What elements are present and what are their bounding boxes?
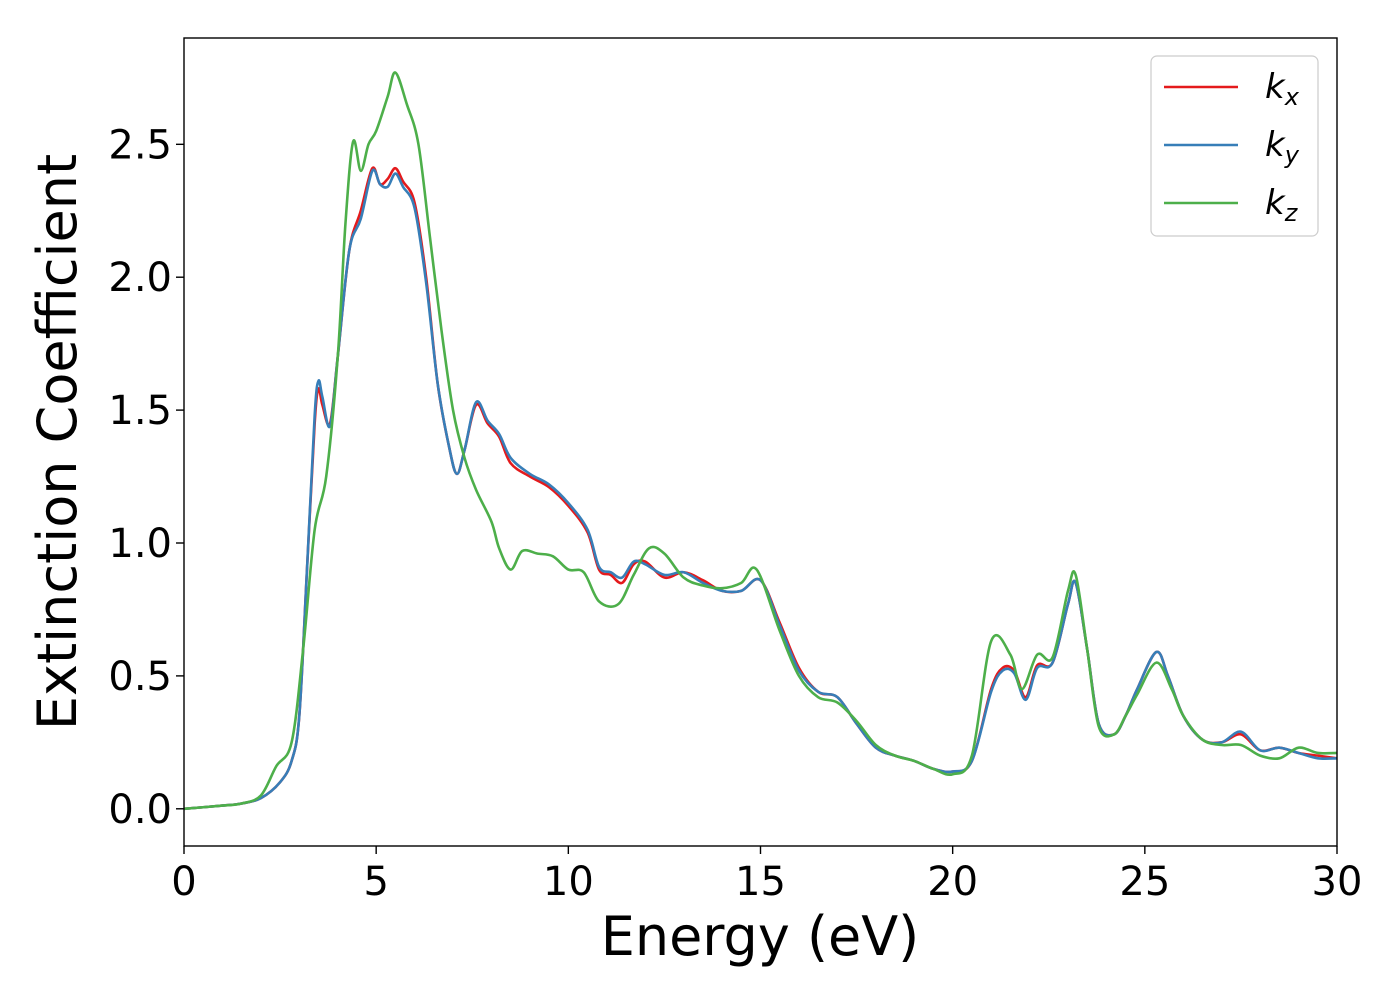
legend-label-z: kz bbox=[1265, 183, 1299, 227]
y-tick-label: 1.0 bbox=[108, 521, 172, 567]
series-line-z bbox=[184, 71, 1337, 811]
x-tick-label: 20 bbox=[927, 859, 978, 905]
y-axis: 0.0 0.5 1.0 1.5 2.0 2.5 bbox=[108, 122, 184, 833]
x-tick-label: 25 bbox=[1119, 859, 1170, 905]
x-tick-label: 15 bbox=[735, 859, 786, 905]
y-tick-label: 2.5 bbox=[108, 122, 172, 168]
x-tick-label: 0 bbox=[171, 859, 196, 905]
legend: kx ky kz bbox=[1150, 55, 1319, 237]
legend-label-x: kx bbox=[1265, 67, 1300, 111]
y-axis-title: Extinction Coefficient bbox=[26, 154, 89, 730]
y-tick-label: 1.5 bbox=[108, 388, 172, 434]
legend-label-y: ky bbox=[1265, 125, 1300, 169]
x-axis-title: Energy (eV) bbox=[601, 905, 920, 968]
plot-area bbox=[183, 37, 1338, 847]
y-tick-label: 0.5 bbox=[108, 654, 172, 700]
x-tick-label: 5 bbox=[363, 859, 388, 905]
y-tick-label: 0.0 bbox=[108, 787, 172, 833]
y-tick-label: 2.0 bbox=[108, 255, 172, 301]
x-tick-label: 30 bbox=[1312, 859, 1363, 905]
x-axis: 0 5 10 15 20 25 30 bbox=[171, 846, 1362, 905]
series-layer bbox=[184, 71, 1337, 811]
x-tick-label: 10 bbox=[543, 859, 594, 905]
